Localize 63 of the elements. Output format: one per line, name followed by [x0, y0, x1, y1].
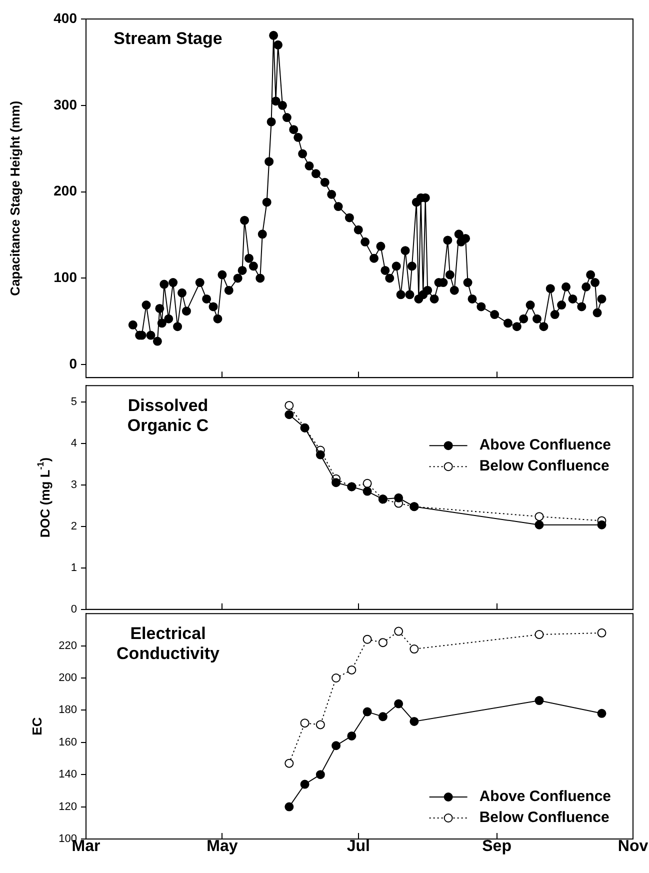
x-tick-label: Sep [482, 838, 512, 856]
point [410, 716, 419, 726]
y-tick-label: 0 [69, 356, 78, 372]
point [316, 770, 325, 780]
legend-label: Above Confluence [479, 436, 612, 454]
point [378, 638, 388, 648]
point [534, 512, 544, 522]
point [597, 708, 606, 718]
y-axis-title: EC [30, 716, 45, 736]
y-tick-label: 200 [58, 672, 77, 684]
legend-label: Below Confluence [479, 458, 610, 475]
point [284, 758, 294, 768]
y-tick-label: 220 [58, 640, 77, 652]
y-axis-title: Capacitance Stage Height (mm) [8, 100, 23, 296]
y-tick-label: 140 [58, 768, 77, 781]
y-tick-label: 180 [58, 704, 77, 716]
point [362, 478, 372, 488]
y-tick-label: 0 [70, 603, 77, 616]
y-tick-label: 2 [70, 520, 77, 533]
text: Electrical Conductivity [116, 624, 220, 663]
y-tick-label: 200 [54, 182, 78, 199]
y-tick-label: 120 [58, 800, 77, 813]
y-tick-label: 3 [70, 479, 77, 492]
point [347, 665, 356, 674]
x-tick-label: Nov [618, 838, 648, 856]
point [410, 644, 419, 654]
y-tick-label: 400 [54, 10, 78, 26]
point [332, 741, 341, 750]
y-tick-label: 160 [58, 736, 77, 748]
x-tick-label: May [206, 838, 238, 856]
legend-label: Above Confluence [479, 788, 612, 806]
point [284, 802, 294, 812]
y-tick-label: 1 [70, 562, 77, 574]
point [300, 718, 310, 728]
y-tick-label: 5 [70, 396, 77, 408]
point [597, 628, 606, 638]
point [394, 626, 404, 636]
point [378, 712, 388, 722]
y-tick-label: 4 [70, 438, 77, 450]
y-axis-title: DOC (mg L-1) [35, 457, 53, 538]
point [597, 520, 606, 530]
point [316, 720, 325, 730]
text: Stream Stage [114, 29, 222, 48]
point [300, 780, 310, 789]
point [362, 486, 372, 496]
point [362, 707, 372, 716]
point [394, 699, 404, 708]
point [394, 493, 404, 502]
legend-label: Below Confluence [479, 809, 610, 826]
point [332, 674, 341, 682]
x-tick-label: Jul [346, 838, 370, 856]
point [362, 634, 372, 644]
y-tick-label: 300 [54, 96, 78, 112]
y-tick-label: 100 [54, 269, 78, 286]
point [534, 696, 544, 706]
text: Dissolved Organic C [127, 396, 209, 435]
point [534, 520, 544, 530]
point [534, 630, 544, 640]
point [284, 410, 294, 420]
point [316, 450, 325, 460]
point [284, 400, 294, 410]
point [332, 478, 341, 488]
point [347, 731, 356, 740]
